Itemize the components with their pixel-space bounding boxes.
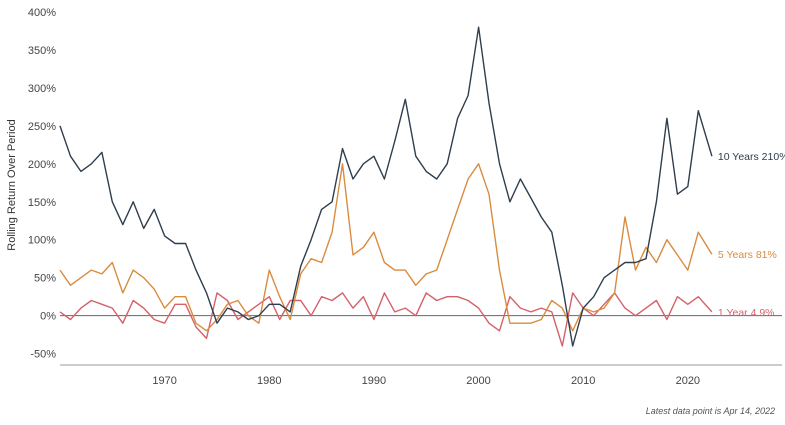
y-tick-label: 300% bbox=[28, 83, 56, 95]
y-tick-label: 400% bbox=[28, 7, 56, 19]
y-tick-label: 200% bbox=[28, 159, 56, 171]
y-axis-ticks: -50% 0% 50% 100% 150% 200% 250% 300% 350% 400% bbox=[28, 7, 56, 361]
y-tick-label: 350% bbox=[28, 45, 56, 57]
footnote: Latest data point is Apr 14, 2022 bbox=[646, 406, 775, 416]
x-axis-ticks: 1970 1980 1990 2000 2010 2020 bbox=[152, 375, 700, 387]
y-tick-label: -50% bbox=[30, 349, 56, 361]
y-tick-label: 0% bbox=[40, 311, 56, 323]
y-tick-label: 100% bbox=[28, 235, 56, 247]
x-tick-label: 2020 bbox=[676, 375, 700, 387]
x-tick-label: 2000 bbox=[466, 375, 490, 387]
series-end-label: 1 Year 4.9% bbox=[718, 307, 775, 319]
y-tick-label: 250% bbox=[28, 121, 56, 133]
series-lines bbox=[59, 26, 713, 347]
series-end-label: 5 Years 81% bbox=[718, 249, 777, 261]
y-axis-label: Rolling Return Over Period bbox=[6, 119, 18, 250]
y-tick-label: 150% bbox=[28, 197, 56, 209]
x-tick-label: 1980 bbox=[257, 375, 281, 387]
series-end-labels: 10 Years 210% 5 Years 81% 1 Year 4.9% bbox=[718, 151, 785, 319]
series-line-1-year bbox=[59, 292, 713, 347]
x-tick-label: 2010 bbox=[571, 375, 595, 387]
series-end-label: 10 Years 210% bbox=[718, 151, 785, 163]
y-tick-label: 50% bbox=[34, 273, 56, 285]
x-tick-label: 1990 bbox=[362, 375, 386, 387]
series-line-10-years bbox=[59, 26, 713, 347]
series-line-5-years bbox=[59, 163, 713, 332]
x-tick-label: 1970 bbox=[152, 375, 176, 387]
